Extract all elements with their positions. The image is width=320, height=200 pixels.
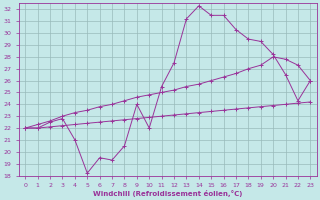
X-axis label: Windchill (Refroidissement éolien,°C): Windchill (Refroidissement éolien,°C) [93, 190, 243, 197]
